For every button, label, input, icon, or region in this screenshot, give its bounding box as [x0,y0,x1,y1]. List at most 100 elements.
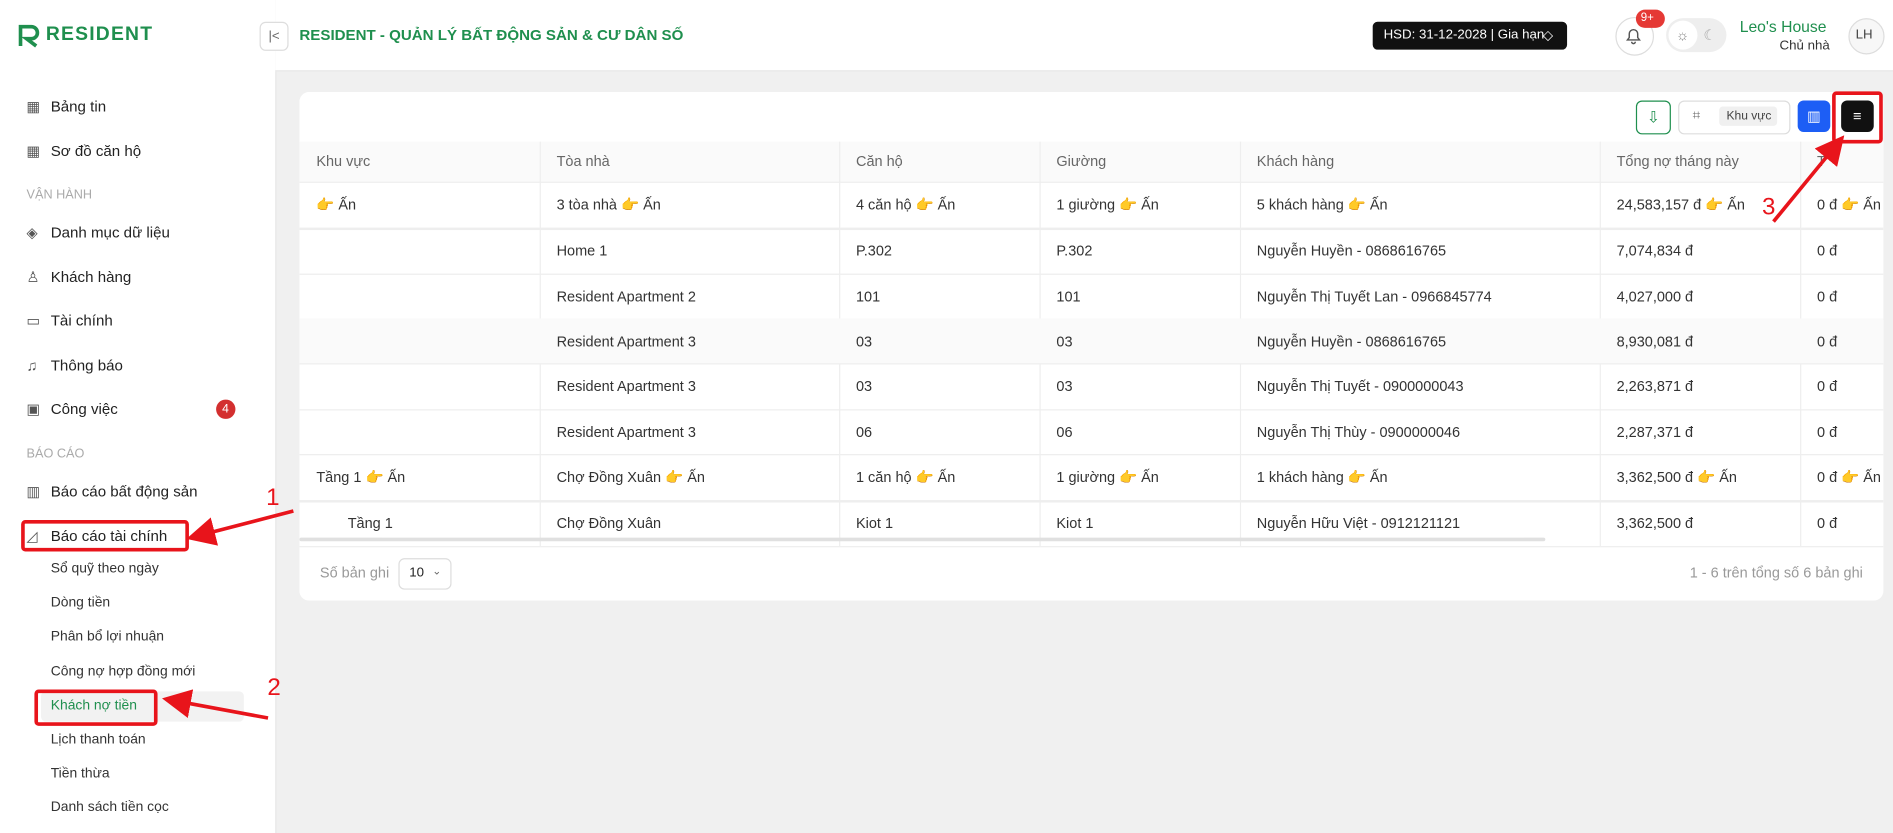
menu-item[interactable]: Công việc [50,400,118,418]
table-cell: 3 tòa nhà 👉 Ấn [556,196,661,214]
report-card: ⇩ ⌗ Khu vực ▥ ≡ Khu vực Tòa nhà Căn hộ Giườ… [299,92,1884,601]
submenu-item[interactable]: Khách nợ tiền [50,698,138,713]
table-cell: 101 [855,287,881,305]
submenu-item[interactable]: Dòng tiền [50,595,111,611]
table-cell: 1 khách hàng 👉 Ấn [1256,468,1388,486]
submenu-item[interactable]: Lịch thanh toán [50,732,146,748]
avatar[interactable] [1848,18,1885,55]
table-cell: Tầng 1 👉 Ấn [316,468,406,486]
highlight-box [21,520,189,552]
table-cell: 1 căn hộ 👉 Ấn [855,468,956,486]
column-header: Khu vực [316,152,371,170]
table-cell: Resident Apartment 3 [556,377,696,395]
submenu-item[interactable]: Tiền thừa [50,766,110,782]
annotation-label: 2 [267,674,280,701]
table-cell: Nguyễn Huyền - 0868616765 [1256,332,1447,350]
badge [216,399,236,419]
scan-icon: ⌗ [1692,108,1701,123]
table-cell: 03 [1056,377,1073,395]
notification-badge [1635,9,1665,28]
column-header: Khách hàng [1256,152,1335,170]
table-cell: Nguyễn Thị Tuyết Lan - 0966845774 [1256,287,1492,305]
menu-item[interactable]: Thông báo [50,356,123,374]
table-cell: Kiot 1 [1056,514,1094,532]
logo-icon [18,24,40,48]
columns-button[interactable]: ▥ [1797,100,1831,132]
area-tag-bg [1719,106,1778,126]
table-cell: Nguyễn Thị Thùy - 0900000046 [1256,423,1461,441]
column-header: Tòa nhà [556,152,610,170]
table-row [299,409,1884,456]
table-cell: 0 đ [1816,287,1838,305]
table-cell: 0 đ [1816,423,1838,441]
section-title: BÁO CÁO [26,446,85,462]
table-row [299,363,1884,411]
menu-icon: ♫ [26,356,38,374]
menu-icon: ♙ [26,268,40,286]
table-row [299,318,1884,365]
table-cell: Nguyễn Huyền - 0868616765 [1256,242,1447,260]
avatar-text: LH [1855,27,1873,43]
submenu-item[interactable]: Công nợ hợp đồng mới [50,664,196,679]
notification-count: 9+ [1640,11,1654,25]
menu-icon: ▭ [26,312,41,330]
table-cell: 2,263,871 đ [1616,377,1694,395]
table-cell: P.302 [1056,242,1093,260]
bell-button[interactable] [1615,16,1655,56]
table-cell: 👉 Ấn [316,196,357,214]
table-cell: 0 đ [1816,242,1838,260]
table-cell: 06 [1056,423,1073,441]
table-cell: 03 [1056,332,1073,350]
menu-item[interactable]: Sơ đồ căn hộ [50,142,142,160]
menu-item[interactable]: Bảng tin [50,98,107,116]
filter-button[interactable]: ≡ [1841,100,1874,132]
scrollbar [299,537,1546,542]
arrow [186,509,294,546]
table-cell: 101 [1056,287,1081,305]
menu-item[interactable]: Khách hàng [50,268,132,286]
license-badge[interactable] [1372,21,1568,50]
table-cell: Resident Apartment 2 [556,287,696,305]
table-cell: 7,074,834 đ [1616,242,1694,260]
table-cell: 03 [855,332,873,350]
page-size-select[interactable] [398,558,452,590]
menu-icon: ◿ [26,527,38,545]
user-name: Leo's House [1739,17,1827,36]
page-size-label: Số bản ghi [319,564,390,582]
menu-icon: ▦ [26,142,41,160]
table-cell: 0 đ [1816,377,1838,395]
menu-item[interactable]: Báo cáo tài chính [50,527,168,545]
table-cell: 06 [855,423,873,441]
column-header: Tổng nợ tháng này [1616,152,1739,170]
bell-icon [1625,28,1641,45]
submenu-item[interactable]: Phân bổ lợi nhuận [50,630,165,645]
download-button[interactable]: ⇩ [1635,100,1671,135]
table-row [299,228,1884,275]
license-text: HSD: 31-12-2028 | Gia hạn [1383,27,1545,43]
menu-icon: ◈ [26,223,38,241]
menu-item[interactable]: Danh mục dữ liệu [50,223,170,241]
collapse-button[interactable]: |< [259,21,289,51]
user-role: Chủ nhà [1779,38,1830,54]
table-cell: Kiot 1 [855,514,894,532]
table-cell: 0 đ 👉 Ấn [1816,468,1881,486]
menu-item[interactable]: Tài chính [50,312,113,330]
table: Khu vực Tòa nhà Căn hộ Giường Khách hàng Tổng… [299,141,1884,548]
table-cell: 24,583,157 đ 👉 Ấn [1616,196,1745,214]
menu-item[interactable]: Báo cáo bất động sản [50,483,198,501]
table-cell: Home 1 [556,242,608,260]
select-chevron: ⌄ [432,564,442,577]
table-cell: 03 [855,377,873,395]
highlight-box [1832,91,1883,144]
page-size-value: 10 [409,565,425,580]
submenu-item[interactable]: Sổ quỹ theo ngày [50,561,159,577]
sidebar: RESIDENT ▦ Bảng tin ▦ Sơ đồ căn hộ VẬN HÀNH ◈… [0,0,277,833]
table-cell: Chợ Đồng Xuân [556,514,662,532]
table-row [299,454,1884,503]
submenu-item[interactable]: Danh sách tiền cọc [50,800,169,816]
table-cell: Nguyễn Thị Tuyết - 0900000043 [1256,377,1464,395]
diamond-icon: ◇ [1542,28,1554,43]
table-cell: 4 căn hộ 👉 Ấn [855,196,956,214]
column-header: Giường [1056,152,1107,170]
